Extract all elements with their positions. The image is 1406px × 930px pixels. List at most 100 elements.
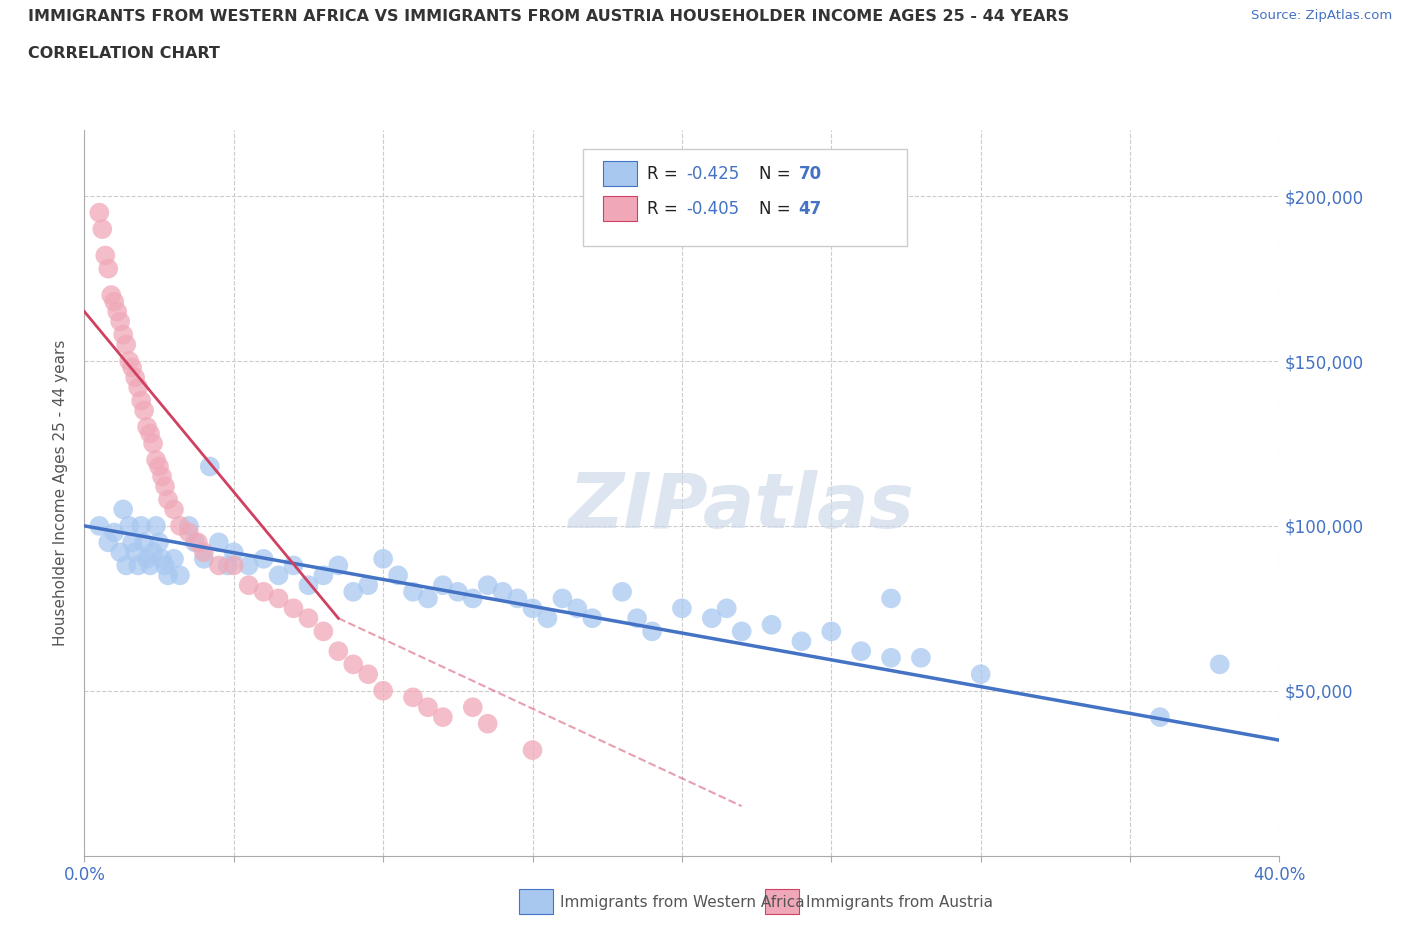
Point (110, 545, 132, 560)
Text: IMMIGRANTS FROM WESTERN AFRICA VS IMMIGRANTS FROM AUSTRIA HOUSEHOLDER INCOME AGE: IMMIGRANTS FROM WESTERN AFRICA VS IMMIGR… (28, 9, 1069, 24)
Point (342, 657, 364, 671)
Point (328, 644, 350, 658)
Point (187, 535, 209, 550)
Text: CORRELATION CHART: CORRELATION CHART (28, 46, 219, 61)
Point (716, 601, 738, 616)
Point (297, 611, 319, 626)
Point (157, 492, 180, 507)
Point (402, 690, 425, 705)
Point (89, 206, 111, 220)
Point (142, 436, 165, 451)
Point (148, 535, 170, 550)
Point (163, 551, 186, 566)
Point (820, 624, 842, 639)
Point (208, 558, 231, 573)
Point (110, 314, 132, 329)
Point (253, 551, 276, 566)
Point (217, 558, 239, 573)
Point (342, 584, 364, 599)
Point (127, 380, 149, 395)
Point (461, 591, 484, 605)
Point (253, 584, 276, 599)
Point (136, 551, 159, 566)
Point (177, 518, 200, 533)
Point (551, 591, 574, 605)
Text: -0.405: -0.405 (686, 200, 740, 219)
Point (371, 551, 394, 566)
Point (121, 360, 143, 375)
Point (208, 535, 231, 550)
Point (118, 353, 141, 368)
Point (731, 624, 754, 639)
Point (103, 525, 125, 540)
Text: R =: R = (647, 165, 683, 183)
Text: ZIPatlas: ZIPatlas (568, 471, 915, 544)
Point (626, 611, 648, 626)
Point (103, 294, 125, 309)
Point (1149, 710, 1171, 724)
Point (121, 535, 143, 550)
Point (169, 518, 191, 533)
Y-axis label: Householder Income Ages 25 - 44 years: Householder Income Ages 25 - 44 years (53, 339, 69, 646)
Point (447, 584, 470, 599)
Point (129, 518, 152, 533)
Point (312, 624, 335, 639)
Point (115, 558, 138, 573)
Point (461, 699, 484, 714)
Point (163, 502, 186, 517)
Point (89, 518, 111, 533)
Point (416, 699, 439, 714)
Point (132, 403, 156, 418)
Text: Immigrants from Western Africa: Immigrants from Western Africa (560, 895, 804, 910)
Point (112, 327, 135, 342)
Point (522, 743, 544, 758)
Point (222, 545, 245, 560)
Point (283, 601, 305, 616)
Point (312, 568, 335, 583)
Point (100, 287, 122, 302)
Point (267, 568, 290, 583)
Point (671, 601, 693, 616)
Text: R =: R = (647, 200, 683, 219)
Text: 70: 70 (799, 165, 821, 183)
Point (536, 611, 558, 626)
Point (910, 650, 932, 665)
Point (132, 535, 156, 550)
Point (416, 591, 439, 605)
Point (169, 568, 191, 583)
Point (849, 644, 872, 658)
Point (193, 545, 215, 560)
Point (387, 568, 409, 583)
Point (222, 558, 245, 573)
Point (129, 393, 152, 408)
Point (610, 584, 633, 599)
Text: 47: 47 (799, 200, 823, 219)
Point (283, 558, 305, 573)
Point (184, 535, 207, 550)
Point (506, 591, 529, 605)
Point (157, 568, 180, 583)
Point (238, 578, 260, 592)
Point (371, 684, 394, 698)
Point (790, 634, 813, 649)
Point (567, 601, 589, 616)
Point (477, 716, 499, 731)
Point (581, 611, 603, 626)
Point (136, 419, 159, 434)
Point (522, 601, 544, 616)
Point (193, 551, 215, 566)
Point (402, 584, 425, 599)
Point (145, 453, 167, 468)
Point (145, 518, 167, 533)
Point (1208, 657, 1232, 671)
Point (94, 248, 117, 263)
Text: -0.425: -0.425 (686, 165, 740, 183)
Text: Immigrants from Austria: Immigrants from Austria (806, 895, 993, 910)
Point (267, 591, 290, 605)
Point (880, 650, 903, 665)
Point (139, 426, 162, 441)
Point (153, 558, 176, 573)
Point (150, 551, 173, 566)
Point (297, 578, 319, 592)
Point (357, 667, 380, 682)
